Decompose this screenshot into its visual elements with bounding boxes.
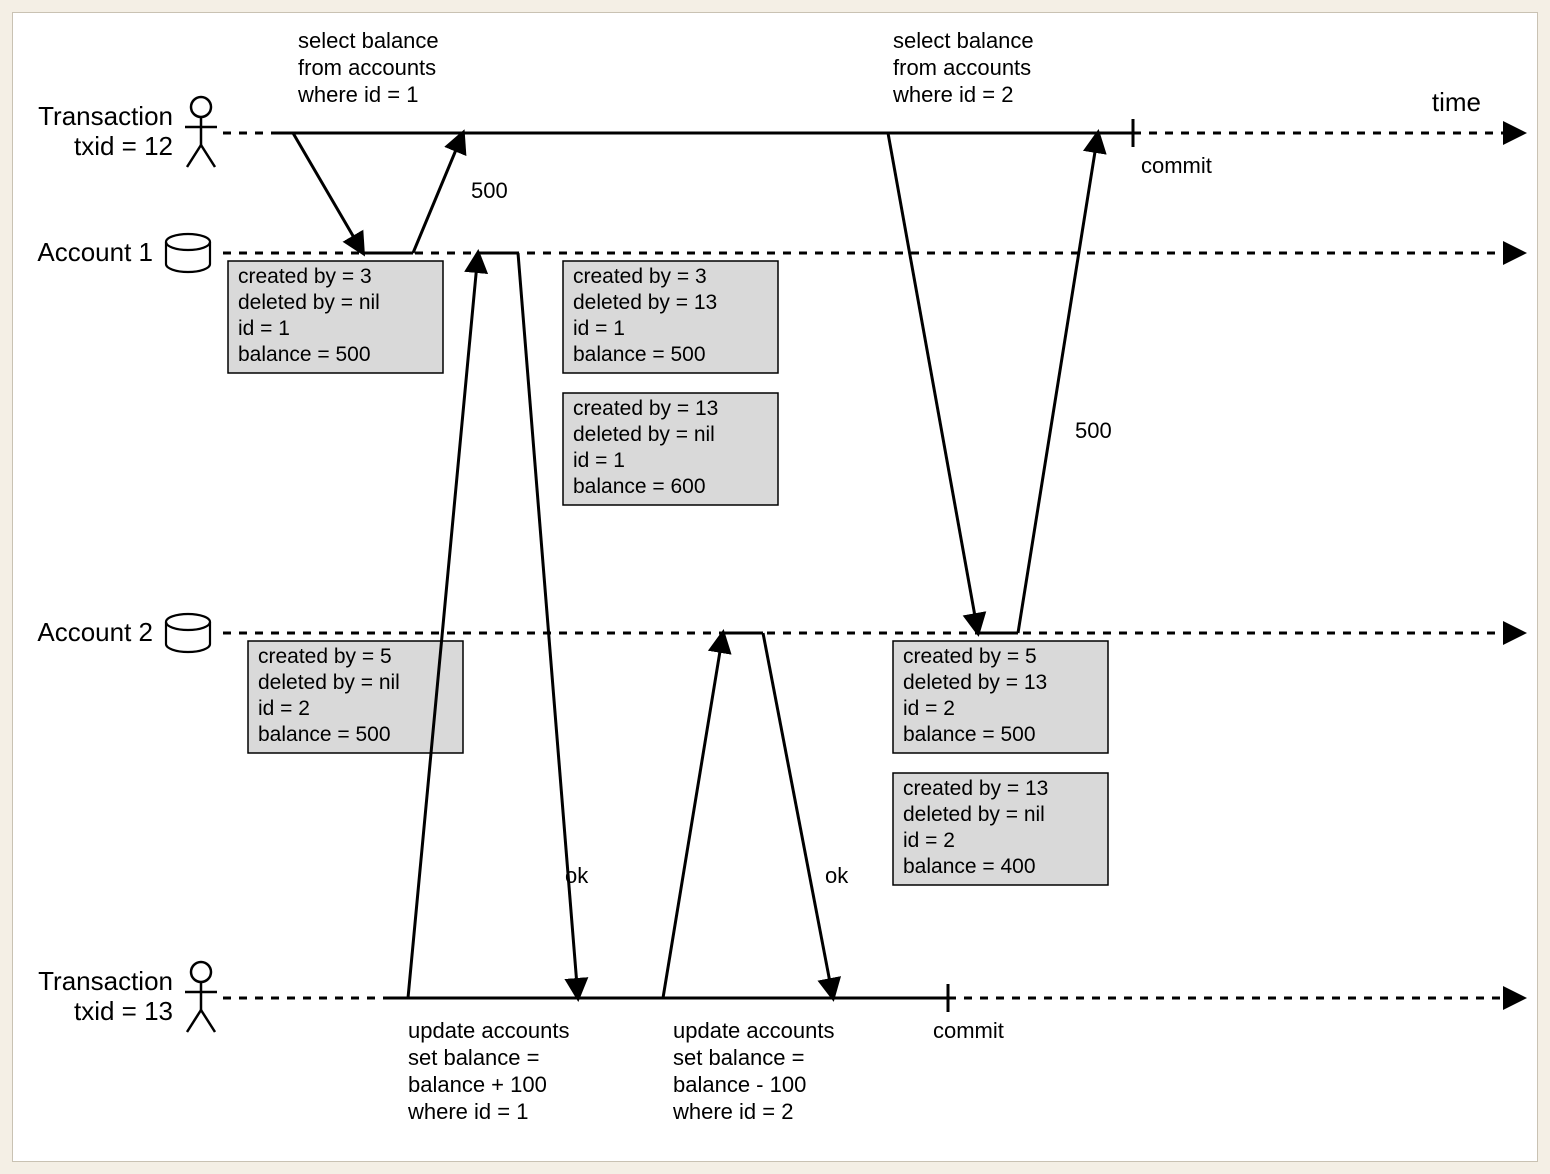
- svg-text:created by = 5: created by = 5: [903, 645, 1037, 668]
- svg-text:deleted by = 13: deleted by = 13: [903, 671, 1047, 694]
- svg-text:balance = 500: balance = 500: [238, 343, 371, 366]
- svg-text:commit: commit: [933, 1018, 1004, 1043]
- svg-text:500: 500: [1075, 418, 1112, 443]
- svg-text:balance - 100: balance - 100: [673, 1072, 806, 1097]
- svg-text:select balance: select balance: [893, 28, 1034, 53]
- svg-text:created by = 13: created by = 13: [573, 397, 718, 420]
- svg-text:id = 1: id = 1: [573, 449, 625, 472]
- svg-text:txid = 13: txid = 13: [74, 996, 173, 1026]
- svg-text:balance = 500: balance = 500: [903, 723, 1036, 746]
- svg-text:ok: ok: [565, 863, 589, 888]
- svg-text:id = 1: id = 1: [238, 317, 290, 340]
- svg-text:txid = 12: txid = 12: [74, 131, 173, 161]
- svg-text:id = 2: id = 2: [258, 697, 310, 720]
- svg-text:set balance =: set balance =: [408, 1045, 539, 1070]
- svg-text:Account 2: Account 2: [37, 617, 153, 647]
- svg-text:balance = 600: balance = 600: [573, 475, 706, 498]
- svg-text:from accounts: from accounts: [893, 55, 1031, 80]
- svg-text:balance + 100: balance + 100: [408, 1072, 547, 1097]
- svg-text:time: time: [1432, 87, 1481, 117]
- diagram-svg: created by = 3 deleted by = nil id = 1 bala…: [13, 13, 1538, 1162]
- svg-text:where id = 2: where id = 2: [892, 82, 1013, 107]
- svg-text:deleted by = nil: deleted by = nil: [238, 291, 380, 314]
- svg-text:where id = 1: where id = 1: [297, 82, 418, 107]
- svg-text:deleted by = nil: deleted by = nil: [573, 423, 715, 446]
- svg-text:Transaction: Transaction: [38, 101, 173, 131]
- svg-text:update accounts: update accounts: [673, 1018, 834, 1043]
- diagram-stage: created by = 3 deleted by = nil id = 1 bala…: [13, 13, 1537, 1162]
- diagram-canvas: created by = 3 deleted by = nil id = 1 bala…: [12, 12, 1538, 1162]
- svg-text:commit: commit: [1141, 153, 1212, 178]
- svg-text:ok: ok: [825, 863, 849, 888]
- svg-text:balance = 500: balance = 500: [573, 343, 706, 366]
- svg-text:created by = 3: created by = 3: [573, 265, 707, 288]
- svg-text:select balance: select balance: [298, 28, 439, 53]
- svg-text:id = 2: id = 2: [903, 829, 955, 852]
- svg-text:Transaction: Transaction: [38, 966, 173, 996]
- svg-text:balance = 400: balance = 400: [903, 855, 1036, 878]
- svg-text:created by = 13: created by = 13: [903, 777, 1048, 800]
- svg-text:created by = 5: created by = 5: [258, 645, 392, 668]
- svg-text:set balance =: set balance =: [673, 1045, 804, 1070]
- svg-text:balance = 500: balance = 500: [258, 723, 391, 746]
- svg-text:deleted by = 13: deleted by = 13: [573, 291, 717, 314]
- svg-text:where id = 1: where id = 1: [407, 1099, 528, 1124]
- svg-text:deleted by = nil: deleted by = nil: [258, 671, 400, 694]
- svg-text:Account 1: Account 1: [37, 237, 153, 267]
- svg-text:update accounts: update accounts: [408, 1018, 569, 1043]
- svg-text:created by = 3: created by = 3: [238, 265, 372, 288]
- svg-text:where id = 2: where id = 2: [672, 1099, 793, 1124]
- svg-text:deleted by = nil: deleted by = nil: [903, 803, 1045, 826]
- svg-text:id = 2: id = 2: [903, 697, 955, 720]
- svg-text:id = 1: id = 1: [573, 317, 625, 340]
- svg-text:500: 500: [471, 178, 508, 203]
- svg-text:from accounts: from accounts: [298, 55, 436, 80]
